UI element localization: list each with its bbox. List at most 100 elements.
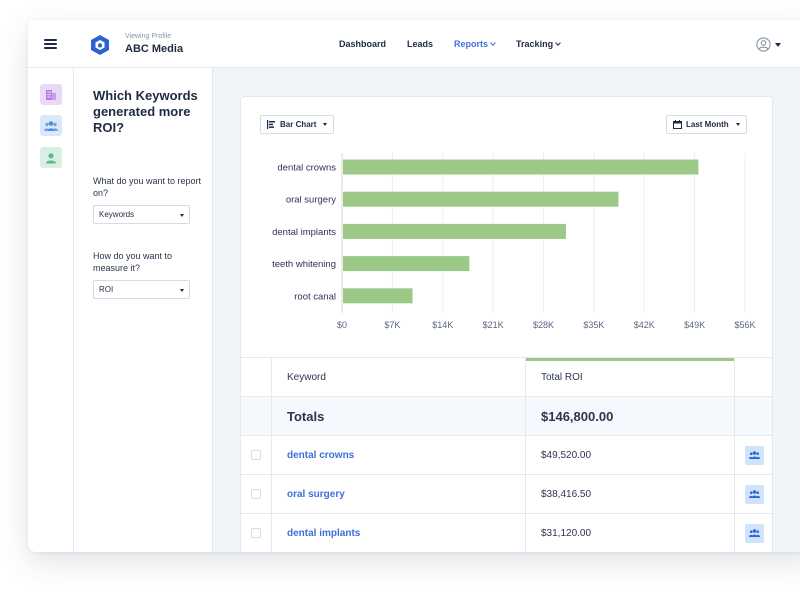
keyword-link[interactable]: dental implants (287, 527, 361, 539)
table-header-row: Keyword Total ROI (241, 358, 772, 397)
report-on-label: What do you want to report on? (93, 176, 202, 198)
roi-bar-chart: $0 $7K $14K $21K $28K $35K $42K $49K $56K dental … (272, 153, 756, 330)
rail-group-button[interactable] (40, 115, 62, 136)
measure-label: How do you want to measure it? (93, 251, 173, 273)
x-tick-label: $35K (583, 320, 604, 330)
x-tick-label: $0 (337, 320, 347, 330)
brand-logo-icon[interactable] (90, 34, 110, 56)
nav-reports[interactable]: Reports (454, 39, 496, 49)
totals-label-cell: Totals (272, 397, 526, 435)
row-checkbox[interactable] (251, 528, 261, 538)
column-header-keyword-label: Keyword (287, 371, 326, 383)
category-label: teeth whitening (272, 259, 336, 270)
x-tick-label: $14K (432, 320, 453, 330)
date-range-dropdown[interactable]: Last Month (666, 115, 747, 134)
x-tick-label: $28K (533, 320, 554, 330)
caret-down-icon (735, 123, 740, 126)
category-label: oral surgery (286, 195, 336, 206)
nav-tracking-label: Tracking (516, 39, 554, 49)
column-header-keyword[interactable]: Keyword (272, 358, 526, 396)
row-checkbox[interactable] (251, 489, 261, 499)
table-row: dental implants $31,120.00 (241, 514, 772, 552)
chevron-down-icon (555, 40, 561, 46)
bar-dental-crowns (343, 159, 699, 175)
report-config-panel: Which Keywords generated more ROI? What … (74, 68, 213, 552)
roi-value: $49,520.00 (541, 449, 592, 461)
category-label: dental crowns (277, 163, 336, 174)
x-tick-label: $56K (734, 320, 755, 330)
measure-value: ROI (99, 285, 114, 294)
nav-dashboard[interactable]: Dashboard (339, 39, 386, 49)
top-header: Viewing Profile ABC Media Dashboard Lead… (28, 20, 800, 68)
totals-value-cell: $146,800.00 (526, 397, 735, 435)
date-range-label: Last Month (686, 120, 729, 129)
bar-dental-implants (343, 223, 566, 239)
x-tick-label: $42K (634, 320, 655, 330)
report-on-select[interactable]: Keywords (93, 205, 190, 224)
nav-leads-label: Leads (407, 39, 434, 49)
caret-down-icon (323, 123, 328, 126)
user-icon (46, 152, 56, 163)
column-header-total-roi[interactable]: Total ROI (526, 358, 735, 396)
calendar-icon (673, 120, 682, 129)
totals-row: Totals $146,800.00 (241, 397, 772, 436)
table-row: dental crowns $49,520.00 (241, 436, 772, 475)
caret-down-icon (180, 289, 184, 292)
building-icon (46, 89, 56, 100)
view-leads-button[interactable] (745, 523, 764, 543)
totals-label: Totals (287, 408, 325, 424)
caret-down-icon (775, 42, 781, 47)
keyword-link[interactable]: oral surgery (287, 488, 345, 500)
bar-root-canal (343, 288, 413, 304)
row-checkbox[interactable] (251, 450, 261, 460)
chevron-down-icon (490, 40, 496, 46)
keyword-roi-table: Keyword Total ROI Totals $146,800.00 den… (241, 357, 772, 552)
group-icon (749, 451, 760, 459)
roi-value: $31,120.00 (541, 527, 592, 539)
user-circle-icon (756, 37, 771, 52)
x-tick-label: $49K (684, 320, 705, 330)
nav-dashboard-label: Dashboard (339, 39, 387, 49)
profile-caption: Viewing Profile (125, 33, 172, 40)
bar-chart-icon (267, 120, 275, 129)
user-menu[interactable] (756, 37, 781, 52)
column-header-total-roi-label: Total ROI (541, 371, 583, 383)
nav-tracking[interactable]: Tracking (516, 39, 561, 49)
header-action-cell (735, 358, 772, 396)
bar-teeth-whitening (343, 256, 470, 272)
group-icon (749, 529, 760, 537)
x-tick-label: $21K (483, 320, 504, 330)
table-row: oral surgery $38,416.50 (241, 475, 772, 514)
totals-value: $146,800.00 (541, 408, 614, 424)
bar-oral-surgery (343, 191, 619, 207)
rail-user-button[interactable] (40, 147, 62, 168)
nav-leads[interactable]: Leads (407, 39, 433, 49)
group-icon (44, 120, 58, 131)
measure-select[interactable]: ROI (93, 280, 190, 299)
app-window: Viewing Profile ABC Media Dashboard Lead… (28, 20, 800, 552)
category-label: root canal (294, 291, 336, 302)
main-content: Bar Chart Last Month $0 $7K $14K $21K $28K $3… (213, 68, 800, 552)
chart-type-label: Bar Chart (280, 120, 317, 129)
x-tick-label: $7K (384, 320, 400, 330)
chart-type-dropdown[interactable]: Bar Chart (260, 115, 335, 134)
keyword-link[interactable]: dental crowns (287, 449, 355, 461)
left-rail (28, 68, 74, 552)
sort-indicator (526, 358, 734, 361)
panel-title: Which Keywords generated more ROI? (93, 88, 198, 135)
report-card: Bar Chart Last Month $0 $7K $14K $21K $28K $3… (240, 96, 773, 552)
header-select-cell (241, 358, 272, 396)
category-label: dental implants (272, 227, 336, 238)
view-leads-button[interactable] (745, 484, 764, 504)
report-on-value: Keywords (99, 210, 135, 219)
group-icon (749, 490, 760, 498)
roi-value: $38,416.50 (541, 488, 592, 500)
main-nav: Dashboard Leads Reports Tracking (339, 39, 581, 49)
rail-building-button[interactable] (40, 84, 62, 105)
nav-reports-label: Reports (454, 39, 489, 49)
totals-select-cell (241, 397, 272, 435)
profile-name[interactable]: ABC Media (125, 43, 184, 55)
totals-action-cell (735, 397, 772, 435)
hamburger-menu-icon[interactable] (44, 39, 57, 49)
view-leads-button[interactable] (745, 445, 764, 465)
